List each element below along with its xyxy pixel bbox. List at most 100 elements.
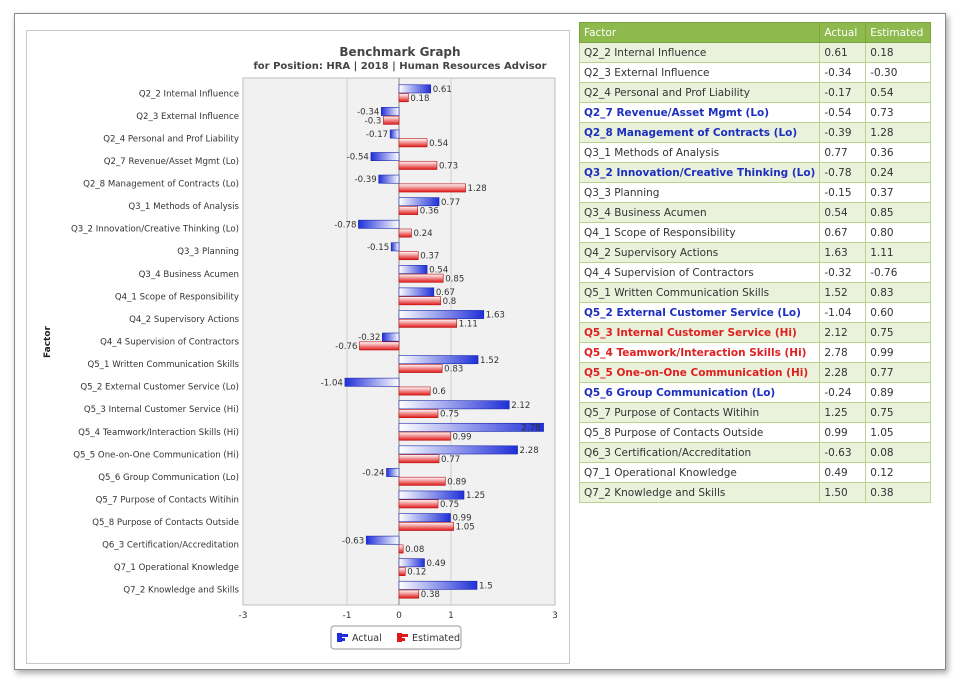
actual-data-label: 0.99 bbox=[452, 514, 471, 524]
table-row: Q5_8 Purpose of Contacts Outside 0.99 1.05 bbox=[578, 422, 931, 443]
actual-data-label: 2.28 bbox=[520, 446, 539, 456]
table-row: Q5_2 External Customer Service (Lo) -1.04… bbox=[578, 302, 931, 323]
estimated-cell: 0.37 bbox=[865, 182, 931, 203]
estimated-cell: -0.30 bbox=[865, 62, 931, 83]
table-row: Q7_2 Knowledge and Skills 1.50 0.38 bbox=[578, 482, 931, 503]
category-label: Q4_4 Supervision of Contractors bbox=[100, 338, 239, 348]
estimated-bar bbox=[398, 454, 440, 464]
estimated-bar bbox=[398, 364, 443, 373]
table-row: Q4_1 Scope of Responsibility 0.67 0.80 bbox=[578, 222, 931, 243]
factor-cell: Q5_5 One-on-One Communication (Hi) bbox=[578, 362, 821, 383]
estimated-data-label: 0.83 bbox=[444, 365, 463, 375]
actual-cell: 0.61 bbox=[819, 42, 867, 63]
estimated-bar bbox=[398, 409, 439, 418]
actual-bar bbox=[398, 580, 478, 590]
estimated-bar bbox=[398, 589, 420, 599]
actual-bar bbox=[344, 377, 400, 387]
factor-cell: Q2_4 Personal and Prof Liability bbox=[578, 82, 821, 103]
actual-data-label: -0.54 bbox=[347, 153, 369, 163]
estimated-cell: 1.05 bbox=[865, 422, 931, 443]
factor-cell: Q3_2 Innovation/Creative Thinking (Lo) bbox=[578, 162, 821, 183]
actual-data-label: 0.61 bbox=[433, 85, 452, 95]
benchmark-chart: Benchmark Graph for Position: HRA | 2018… bbox=[26, 30, 570, 664]
actual-data-label: -1.04 bbox=[321, 378, 343, 388]
x-tick-label: -3 bbox=[239, 611, 248, 621]
estimated-data-label: 0.12 bbox=[407, 568, 426, 578]
chart-subtitle: for Position: HRA | 2018 | Human Resourc… bbox=[253, 61, 546, 72]
chart-canvas: Benchmark Graph for Position: HRA | 2018… bbox=[43, 45, 558, 650]
estimated-cell: 0.85 bbox=[865, 202, 931, 223]
estimated-data-label: 0.99 bbox=[452, 432, 471, 442]
factor-cell: Q4_1 Scope of Responsibility bbox=[578, 222, 821, 243]
estimated-data-label: 0.75 bbox=[440, 410, 459, 420]
table-row: Q5_3 Internal Customer Service (Hi) 2.12 0… bbox=[578, 322, 931, 343]
actual-data-label: -0.24 bbox=[362, 469, 384, 479]
actual-bar bbox=[398, 265, 428, 274]
actual-data-label: -0.15 bbox=[367, 243, 389, 253]
col-header-factor: Factor bbox=[578, 22, 821, 43]
table-header-row: Factor Actual Estimated bbox=[578, 22, 931, 43]
estimated-cell: 0.24 bbox=[865, 162, 931, 183]
estimated-data-label: 0.54 bbox=[429, 139, 448, 149]
table-row: Q7_1 Operational Knowledge 0.49 0.12 bbox=[578, 462, 931, 483]
estimated-bar bbox=[398, 318, 458, 328]
legend-box bbox=[330, 625, 462, 650]
legend-estimated-icon bbox=[397, 633, 408, 642]
actual-cell: 0.67 bbox=[819, 222, 867, 243]
col-header-actual: Actual bbox=[819, 22, 867, 43]
estimated-data-label: 0.89 bbox=[447, 477, 466, 487]
estimated-data-label: 0.77 bbox=[441, 455, 460, 465]
estimated-cell: 0.36 bbox=[865, 142, 931, 163]
actual-bar bbox=[398, 84, 432, 94]
estimated-cell: 0.38 bbox=[865, 482, 931, 503]
factor-cell: Q7_1 Operational Knowledge bbox=[578, 462, 821, 483]
estimated-data-label: 0.75 bbox=[440, 500, 459, 510]
chart-legend: Actual Estimated bbox=[330, 625, 462, 650]
actual-cell: -0.34 bbox=[819, 62, 867, 83]
actual-bar bbox=[398, 355, 479, 365]
factor-cell: Q5_1 Written Communication Skills bbox=[578, 282, 821, 303]
factor-cell: Q3_4 Business Acumen bbox=[578, 202, 821, 223]
factor-cell: Q4_4 Supervision of Contractors bbox=[578, 262, 821, 283]
estimated-cell: 0.08 bbox=[865, 442, 931, 463]
actual-cell: -0.39 bbox=[819, 122, 867, 143]
estimated-cell: 0.89 bbox=[865, 382, 931, 403]
actual-data-label: -0.17 bbox=[366, 130, 388, 140]
estimated-bar bbox=[398, 499, 439, 509]
actual-bar bbox=[398, 490, 465, 500]
category-label: Q7_2 Knowledge and Skills bbox=[123, 586, 239, 596]
estimated-data-label: 0.24 bbox=[413, 229, 432, 239]
estimated-cell: 0.77 bbox=[865, 362, 931, 383]
estimated-bar bbox=[398, 273, 444, 283]
estimated-data-label: 0.38 bbox=[421, 590, 440, 600]
actual-cell: 0.49 bbox=[819, 462, 867, 483]
category-label: Q5_3 Internal Customer Service (Hi) bbox=[84, 405, 239, 415]
category-label: Q2_8 Management of Contracts (Lo) bbox=[83, 180, 239, 190]
actual-bar bbox=[398, 513, 451, 523]
factor-cell: Q2_8 Management of Contracts (Lo) bbox=[578, 122, 821, 143]
actual-data-label: -0.78 bbox=[334, 220, 356, 230]
category-label: Q5_8 Purpose of Contacts Outside bbox=[92, 518, 239, 528]
estimated-cell: 1.28 bbox=[865, 122, 931, 143]
table-row: Q2_4 Personal and Prof Liability -0.17 0.5… bbox=[578, 82, 931, 103]
category-label: Q3_4 Business Acumen bbox=[139, 270, 239, 280]
estimated-cell: 0.54 bbox=[865, 82, 931, 103]
actual-data-label: 0.67 bbox=[436, 288, 455, 298]
factor-table: Factor Actual Estimated Q2_2 Internal In… bbox=[578, 22, 931, 503]
factor-cell: Q5_4 Teamwork/Interaction Skills (Hi) bbox=[578, 342, 821, 363]
estimated-cell: 0.18 bbox=[865, 42, 931, 63]
actual-cell: 1.63 bbox=[819, 242, 867, 263]
estimated-bar bbox=[398, 296, 441, 306]
actual-cell: 1.50 bbox=[819, 482, 867, 503]
factor-cell: Q6_3 Certification/Accreditation bbox=[578, 442, 821, 463]
actual-cell: 2.28 bbox=[819, 362, 867, 383]
actual-data-label: -0.39 bbox=[354, 175, 376, 185]
category-label: Q3_1 Methods of Analysis bbox=[128, 202, 239, 212]
actual-bar bbox=[389, 129, 400, 139]
actual-data-label: 1.5 bbox=[479, 581, 493, 591]
actual-cell: -0.17 bbox=[819, 82, 867, 103]
actual-cell: -0.15 bbox=[819, 182, 867, 203]
category-label: Q3_2 Innovation/Creative Thinking (Lo) bbox=[71, 225, 239, 235]
estimated-data-label: 0.73 bbox=[439, 161, 458, 171]
actual-data-label: -0.34 bbox=[357, 108, 379, 118]
